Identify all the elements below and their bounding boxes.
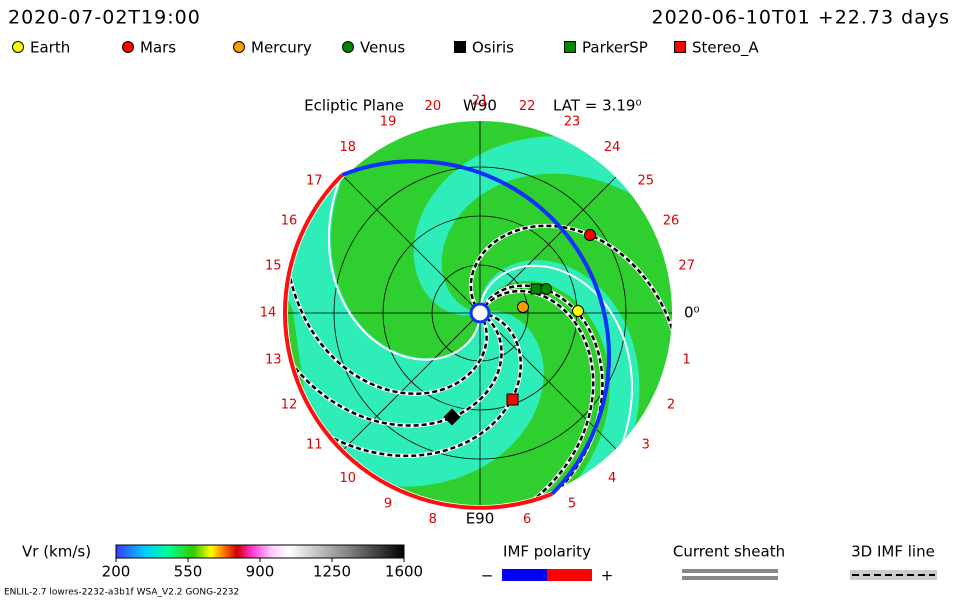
legend-label: Mercury (251, 39, 312, 57)
longitude-label: 10 (340, 471, 357, 486)
longitude-label: 4 (608, 471, 616, 486)
longitude-label: 13 (265, 353, 282, 368)
imf-positive (547, 569, 592, 581)
colorbar-tick-label: 1600 (385, 563, 423, 581)
earth (572, 305, 584, 317)
sun (469, 302, 491, 324)
lat-label: LAT = 3.19⁰ (553, 97, 641, 115)
footer: ENLIL-2.7 lowres-2232-a3b1f WSA_V2.2 GON… (4, 588, 239, 598)
imf-minus: − (481, 567, 494, 585)
longitude-label: 6 (523, 512, 531, 527)
negative-sector-edge (283, 173, 553, 510)
parker-sp (530, 283, 542, 295)
colorbar (115, 544, 405, 559)
longitude-label: 24 (604, 140, 621, 155)
legend-marker (12, 41, 24, 53)
longitude-label: 22 (519, 99, 536, 114)
longitude-label: 9 (384, 497, 392, 512)
imf-title: IMF polarity (503, 543, 591, 561)
legend-marker (342, 41, 354, 53)
longitude-label: 12 (281, 397, 298, 412)
legend-marker (564, 41, 576, 53)
mars (584, 229, 596, 241)
legend-label: ParkerSP (582, 39, 648, 57)
mercury (517, 301, 529, 313)
longitude-label: 17 (306, 173, 323, 188)
colorbar-label: Vr (km/s) (22, 543, 91, 561)
ecliptic-plot: Ecliptic Plane W90 LAT = 3.19⁰ E90 0⁰ 12… (260, 94, 700, 528)
longitude-label: 5 (568, 497, 576, 512)
colorbar-tick-label: 200 (102, 563, 131, 581)
imf-line-title: 3D IMF line (851, 543, 935, 561)
fast-wind-band (479, 260, 640, 505)
imf-negative (502, 569, 547, 581)
legend-marker (233, 41, 245, 53)
longitude-label: 20 (425, 99, 442, 114)
legend-label: Earth (30, 39, 70, 57)
imf-line-bg (850, 570, 937, 580)
colorbar-ticks: 200 550 900 1250 1600 (102, 558, 423, 581)
sheath-sample (682, 569, 778, 573)
legend-label: Stereo_A (692, 39, 759, 58)
longitude-label: 25 (637, 173, 654, 188)
longitude-label: 16 (281, 214, 298, 229)
legend-marker (122, 41, 134, 53)
plot-title: Ecliptic Plane (304, 97, 404, 115)
stereo-a (506, 393, 519, 406)
sheath-title: Current sheath (673, 543, 785, 561)
current-sheath (479, 264, 633, 505)
longitude-label: 2 (667, 397, 675, 412)
legend-marker (454, 41, 466, 53)
longitude-label: 23 (564, 114, 581, 129)
imf-line (288, 311, 522, 458)
longitude-label: 18 (340, 140, 357, 155)
colorbar-tick-label: 550 (174, 563, 203, 581)
longitude-label: 19 (380, 114, 397, 129)
imf-line (469, 224, 672, 413)
positive-sector-edge (341, 159, 611, 496)
run-info: 2020-06-10T01 +22.73 days (652, 7, 950, 29)
imf-line (468, 289, 595, 505)
colorbar-tick-label: 1250 (313, 563, 351, 581)
legend-label: Mars (140, 39, 176, 57)
longitude-label: 11 (306, 438, 323, 453)
longitude-label: 27 (678, 258, 695, 273)
legend: Earth Mars Mercury Venus Osiris ParkerSP Stere… (12, 39, 759, 58)
osiris (443, 408, 461, 426)
venus (540, 283, 552, 295)
sheath-sample (682, 576, 778, 580)
longitude-label: 14 (260, 306, 277, 321)
longitude-label: 3 (642, 438, 650, 453)
sim-time: 2020-07-02T19:00 (8, 7, 201, 29)
fast-wind-band (288, 213, 544, 487)
legend-label: Venus (360, 39, 405, 57)
imf-line (288, 292, 503, 427)
zero-longitude: 0⁰ (684, 304, 700, 322)
longitude-label: 15 (265, 258, 282, 273)
legend-label: Osiris (472, 39, 514, 57)
e90-label: E90 (466, 510, 495, 528)
legend-marker (674, 41, 686, 53)
longitude-label: 26 (663, 214, 680, 229)
w90-label: W90 (463, 97, 497, 115)
colorbar-tick-label: 900 (246, 563, 275, 581)
imf-line (288, 194, 488, 395)
imf-plus: + (601, 567, 614, 585)
longitude-label: 21 (472, 94, 489, 109)
longitude-label: 8 (429, 512, 437, 527)
longitude-label: 1 (683, 353, 691, 368)
current-sheath (327, 121, 481, 361)
